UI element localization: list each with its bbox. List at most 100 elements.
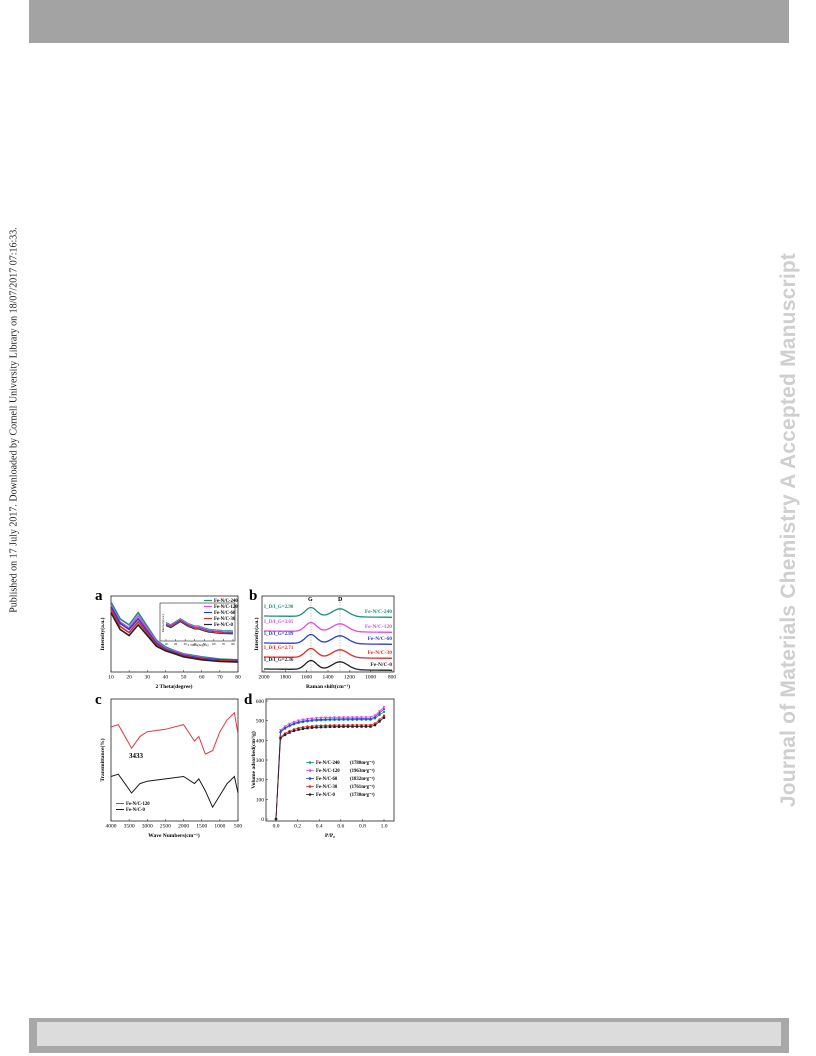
isotherm-point: [382, 716, 386, 719]
isotherm-point: [315, 718, 318, 721]
isotherm-point: [373, 715, 377, 719]
x-tick-label: 80: [231, 642, 235, 646]
legend-entry: Fe-N/C-120: [126, 802, 150, 807]
isotherm-point: [382, 710, 386, 714]
isotherm-point: [310, 718, 314, 721]
xticks-c: 4000 3500 3000 2500 2000 1500 1000 500: [106, 819, 243, 830]
x-tick-label: 1.0: [381, 824, 388, 830]
raman-curve: [264, 606, 392, 618]
x-tick-label: 40: [163, 675, 169, 681]
x-tick-label: 0.0: [273, 824, 280, 830]
isotherm-point: [382, 707, 386, 710]
isotherm-point: [346, 725, 350, 728]
y-tick-label: 500: [256, 719, 265, 725]
plot-frame-a: [110, 595, 239, 673]
isotherm-point: [319, 717, 323, 721]
curves-d: [274, 705, 386, 821]
legend-marker: [308, 777, 312, 780]
xlabel-b: Raman shift(cm⁻¹): [306, 683, 350, 690]
isotherm-point: [297, 728, 300, 731]
x-tick-label: 10: [108, 675, 114, 681]
inset-xlabel-a: 2 Theta(degree): [188, 643, 209, 647]
ftir-curve: [110, 773, 239, 809]
isotherm-point: [378, 711, 381, 714]
sample-label: Fe-N/C-60: [368, 636, 393, 642]
legend-entry: Fe-N/C-0: [214, 623, 234, 628]
isotherm-point: [328, 725, 332, 729]
legend-marker: [308, 793, 312, 796]
ratio-label: I_D/I_G=2.36: [264, 658, 294, 663]
x-tick-label: 20: [126, 675, 132, 681]
ylabel-b: Intensity(a.u.): [253, 617, 260, 650]
isotherm-point: [324, 725, 327, 729]
x-tick-label: 800: [388, 675, 397, 681]
x-tick-label: 30: [145, 675, 151, 681]
isotherm-point: [337, 725, 341, 728]
x-tick-label: 0.2: [294, 824, 301, 830]
y-tick-label: 0: [261, 817, 264, 823]
x-tick-label: 2000: [178, 824, 189, 830]
panel-letter-c: c: [95, 692, 102, 708]
x-tick-label: 50: [181, 675, 187, 681]
isotherm-point: [378, 720, 381, 723]
isotherm-point: [360, 725, 363, 728]
x-tick-label: 70: [217, 675, 223, 681]
ratio-label: I_D/I_G=3.05: [264, 620, 294, 625]
y-tick-label: 100: [256, 797, 265, 803]
isotherm-point: [337, 717, 341, 720]
x-tick-label: 500: [234, 824, 243, 830]
isotherm-point: [369, 717, 372, 720]
x-tick-label: 1500: [196, 824, 207, 830]
legend-entry: Fe-N/C-120: [316, 769, 340, 774]
x-tick-label: 50: [203, 642, 207, 646]
x-tick-label: 1600: [301, 675, 312, 681]
x-tick-label: 4000: [106, 824, 117, 830]
legend-a: Fe-N/C-240Fe-N/C-120Fe-N/C-60Fe-N/C-30Fe…: [204, 599, 238, 628]
isotherm-point: [319, 725, 323, 729]
x-tick-label: 60: [199, 675, 205, 681]
legend-area: (1761m²g⁻¹): [350, 784, 375, 790]
raman-curve: [264, 621, 392, 633]
legend-entry: Fe-N/C-60: [214, 611, 236, 616]
isotherm-point: [283, 733, 287, 737]
isotherm-point: [351, 725, 354, 728]
isotherm-point: [342, 717, 345, 720]
plot-frame-c: [110, 698, 239, 822]
ylabel-a: Intensity(a.u.): [99, 617, 106, 650]
page-header-bar: [29, 0, 789, 43]
x-tick-label: 80: [235, 675, 241, 681]
x-tick-label: 40: [193, 642, 197, 646]
isotherm-point: [355, 717, 359, 720]
isotherm-point: [328, 717, 332, 721]
isotherm-point: [333, 725, 336, 728]
x-tick-label: 60: [212, 642, 216, 646]
x-tick-label: 1000: [365, 675, 376, 681]
inset-curve: [165, 618, 234, 632]
isotherm-point: [306, 726, 309, 730]
inset-curve: [165, 620, 234, 634]
raman-curve: [264, 633, 392, 645]
watermark-text: Journal of Materials Chemistry A Accepte…: [777, 252, 800, 808]
x-tick-label: 1200: [344, 675, 355, 681]
isotherm-point: [369, 725, 372, 728]
legend-entry: Fe-N/C-30: [316, 785, 338, 790]
sample-label: Fe-N/C-240: [365, 609, 392, 615]
isotherm-point: [288, 731, 291, 734]
xrd-curve: [110, 612, 239, 663]
peak-label-g: G: [308, 597, 313, 603]
legend-entry: Fe-N/C-60: [316, 777, 338, 782]
isotherm-point: [279, 729, 282, 733]
panel-letter-d: d: [244, 692, 253, 708]
sample-label: Fe-N/C-30: [368, 650, 393, 656]
x-tick-label: 1400: [323, 675, 334, 681]
y-tick-label: 200: [256, 778, 265, 784]
isotherm-point: [306, 718, 309, 722]
legend-marker: [308, 761, 312, 764]
legend-marker: [308, 769, 312, 772]
isotherm-point: [378, 718, 381, 721]
isotherm-point: [364, 725, 368, 728]
isotherm-point: [301, 727, 305, 730]
legend-entry: Fe-N/C-30: [214, 617, 236, 622]
curves-b: [264, 606, 392, 671]
